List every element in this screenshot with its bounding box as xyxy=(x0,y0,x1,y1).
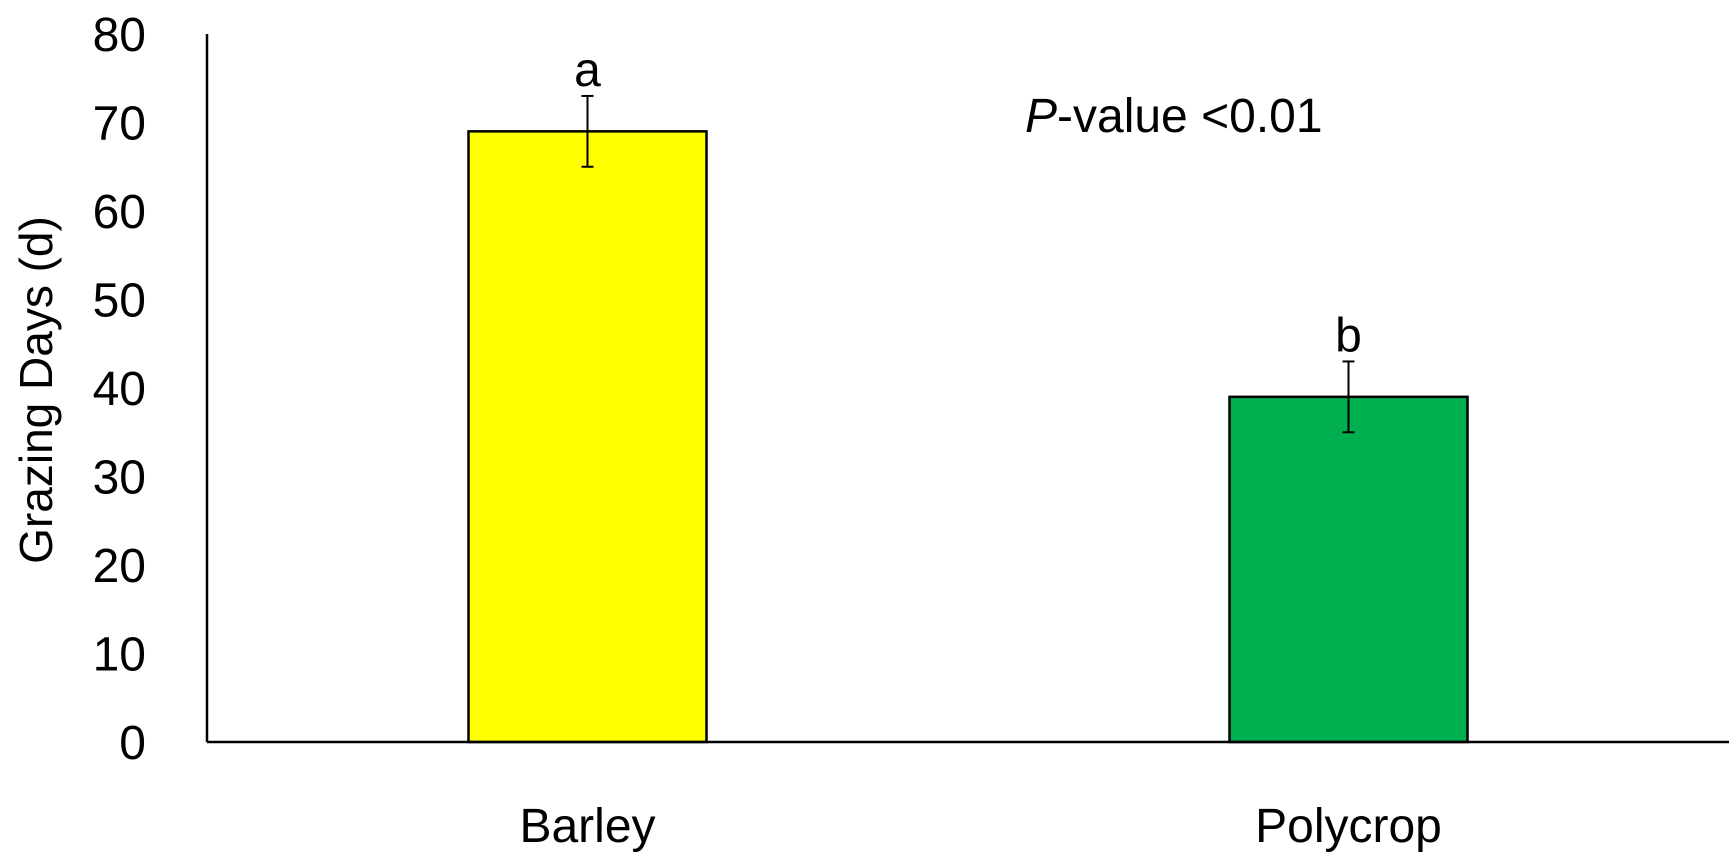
bars xyxy=(467,130,1469,744)
y-tick-label: 80 xyxy=(93,9,146,62)
bar-polycrop xyxy=(1228,395,1469,744)
y-axis-ticks: 0 10 20 30 40 50 60 70 80 xyxy=(93,9,146,770)
significance-letter: a xyxy=(574,44,601,97)
p-value-annotation: P-value <0.01 xyxy=(1025,90,1323,143)
y-tick-label: 70 xyxy=(93,98,146,151)
p-value-italic-p: P xyxy=(1025,90,1057,143)
y-tick-label: 60 xyxy=(93,186,146,239)
category-label-barley: Barley xyxy=(519,800,655,853)
category-labels: Barley Polycrop xyxy=(519,800,1441,853)
y-tick-label: 40 xyxy=(93,363,146,416)
y-tick-label: 20 xyxy=(93,540,146,593)
category-label-polycrop: Polycrop xyxy=(1255,800,1442,853)
y-tick-label: 30 xyxy=(93,452,146,505)
y-axis-title: Grazing Days (d) xyxy=(10,216,62,564)
significance-letters: ab xyxy=(574,44,1362,363)
error-bars xyxy=(581,94,1355,434)
y-tick-label: 50 xyxy=(93,275,146,328)
y-tick-label: 0 xyxy=(119,717,146,770)
y-tick-label: 10 xyxy=(93,629,146,682)
p-value-text: -value <0.01 xyxy=(1057,90,1323,143)
bar-barley xyxy=(467,130,708,744)
significance-letter: b xyxy=(1335,309,1362,362)
